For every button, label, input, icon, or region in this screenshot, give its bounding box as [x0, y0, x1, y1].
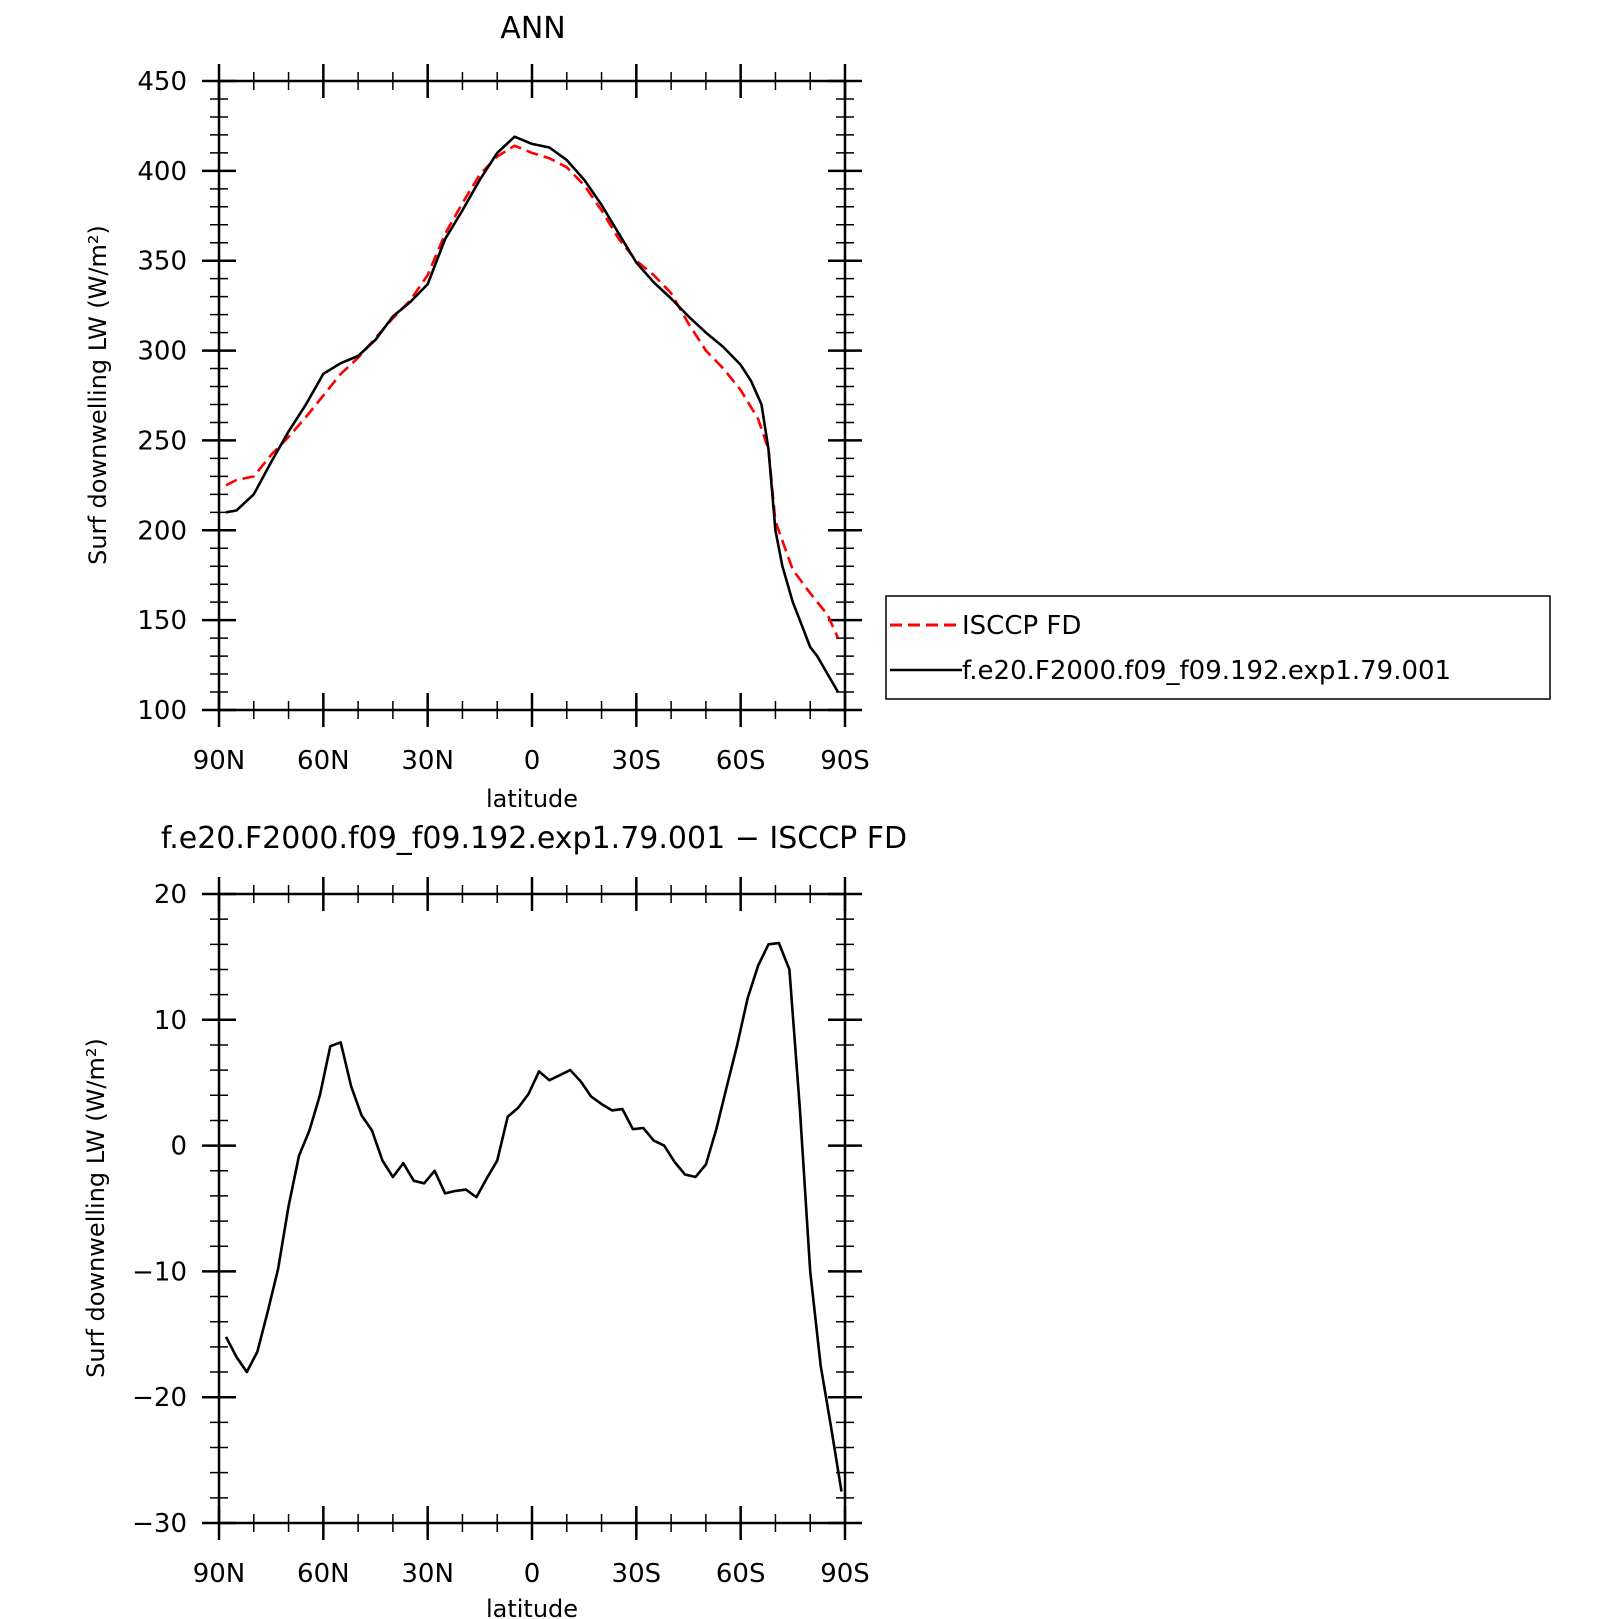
bottom-x-tick-label: 30S: [612, 1559, 662, 1589]
top-x-tick-label: 0: [524, 746, 541, 776]
top-y-tick-label: 350: [137, 247, 187, 277]
top-y-tick-label: 200: [137, 516, 187, 546]
top-x-tick-label: 60S: [716, 746, 766, 776]
legend-label-model: f.e20.F2000.f09_f09.192.exp1.79.001: [962, 656, 1451, 686]
bottom-series-lines: [224, 941, 843, 1492]
top-x-tick-label: 30S: [612, 746, 662, 776]
top-y-tick-label: 400: [137, 157, 187, 187]
top-y-tick-labels: 100 150 200 250 300 350 400 450: [137, 67, 187, 726]
bottom-y-tick-label: 20: [154, 880, 187, 910]
top-x-tick-label: 30N: [401, 746, 454, 776]
bottom-series-line-difference: [224, 941, 843, 1492]
bottom-axis-ticks: [202, 877, 862, 1540]
top-y-tick-label: 250: [137, 426, 187, 456]
bottom-y-tick-labels: −30 −20 −10 0 10 20: [132, 880, 187, 1539]
top-x-axis-label: latitude: [486, 785, 578, 813]
top-series-lines: [225, 135, 840, 693]
top-x-tick-label: 90N: [193, 746, 246, 776]
bottom-y-axis-label: Surf downwelling LW (W/m²): [82, 1038, 110, 1378]
bottom-x-tick-label: 90N: [193, 1559, 246, 1589]
top-x-tick-label: 60N: [297, 746, 350, 776]
bottom-x-tick-labels: 90N 60N 30N 0 30S 60S 90S: [193, 1559, 870, 1589]
bottom-y-tick-label: 0: [170, 1132, 187, 1162]
top-chart-title: ANN: [500, 11, 565, 46]
bottom-y-tick-label: −20: [132, 1383, 187, 1413]
bottom-x-axis-label: latitude: [486, 1595, 578, 1619]
top-chart-panel: ANN 100 150 200 250 300 350 400 450 90N 60N 30N 0 3…: [84, 11, 870, 813]
top-y-tick-label: 100: [137, 696, 187, 726]
bottom-x-tick-label: 60N: [297, 1559, 350, 1589]
top-y-axis-label: Surf downwelling LW (W/m²): [84, 225, 112, 565]
bottom-x-tick-label: 0: [524, 1559, 541, 1589]
top-y-tick-label: 150: [137, 606, 187, 636]
top-y-tick-label: 300: [137, 337, 187, 367]
bottom-x-tick-label: 60S: [716, 1559, 766, 1589]
top-series-line-isccp-fd: [225, 144, 840, 639]
bottom-y-tick-label: −10: [132, 1257, 187, 1287]
bottom-chart-title: f.e20.F2000.f09_f09.192.exp1.79.001 − IS…: [161, 821, 907, 856]
top-x-tick-labels: 90N 60N 30N 0 30S 60S 90S: [193, 746, 870, 776]
bottom-y-tick-label: −30: [132, 1509, 187, 1539]
top-y-tick-label: 450: [137, 67, 187, 97]
legend-label-isccp: ISCCP FD: [962, 611, 1081, 641]
bottom-y-tick-label: 10: [154, 1006, 187, 1036]
top-plot-frame: [217, 79, 847, 712]
bottom-x-tick-label: 90S: [820, 1559, 870, 1589]
bottom-chart-panel: f.e20.F2000.f09_f09.192.exp1.79.001 − IS…: [82, 821, 907, 1619]
legend-box: [885, 595, 1551, 700]
top-axis-ticks: [202, 64, 862, 727]
top-chart-legend: ISCCP FD f.e20.F2000.f09_f09.192.exp1.79…: [885, 595, 1551, 700]
top-x-tick-label: 90S: [820, 746, 870, 776]
bottom-x-tick-label: 30N: [401, 1559, 454, 1589]
top-series-line-f-e20-f2000-f09-f09-192-exp1-79-001: [225, 135, 840, 693]
